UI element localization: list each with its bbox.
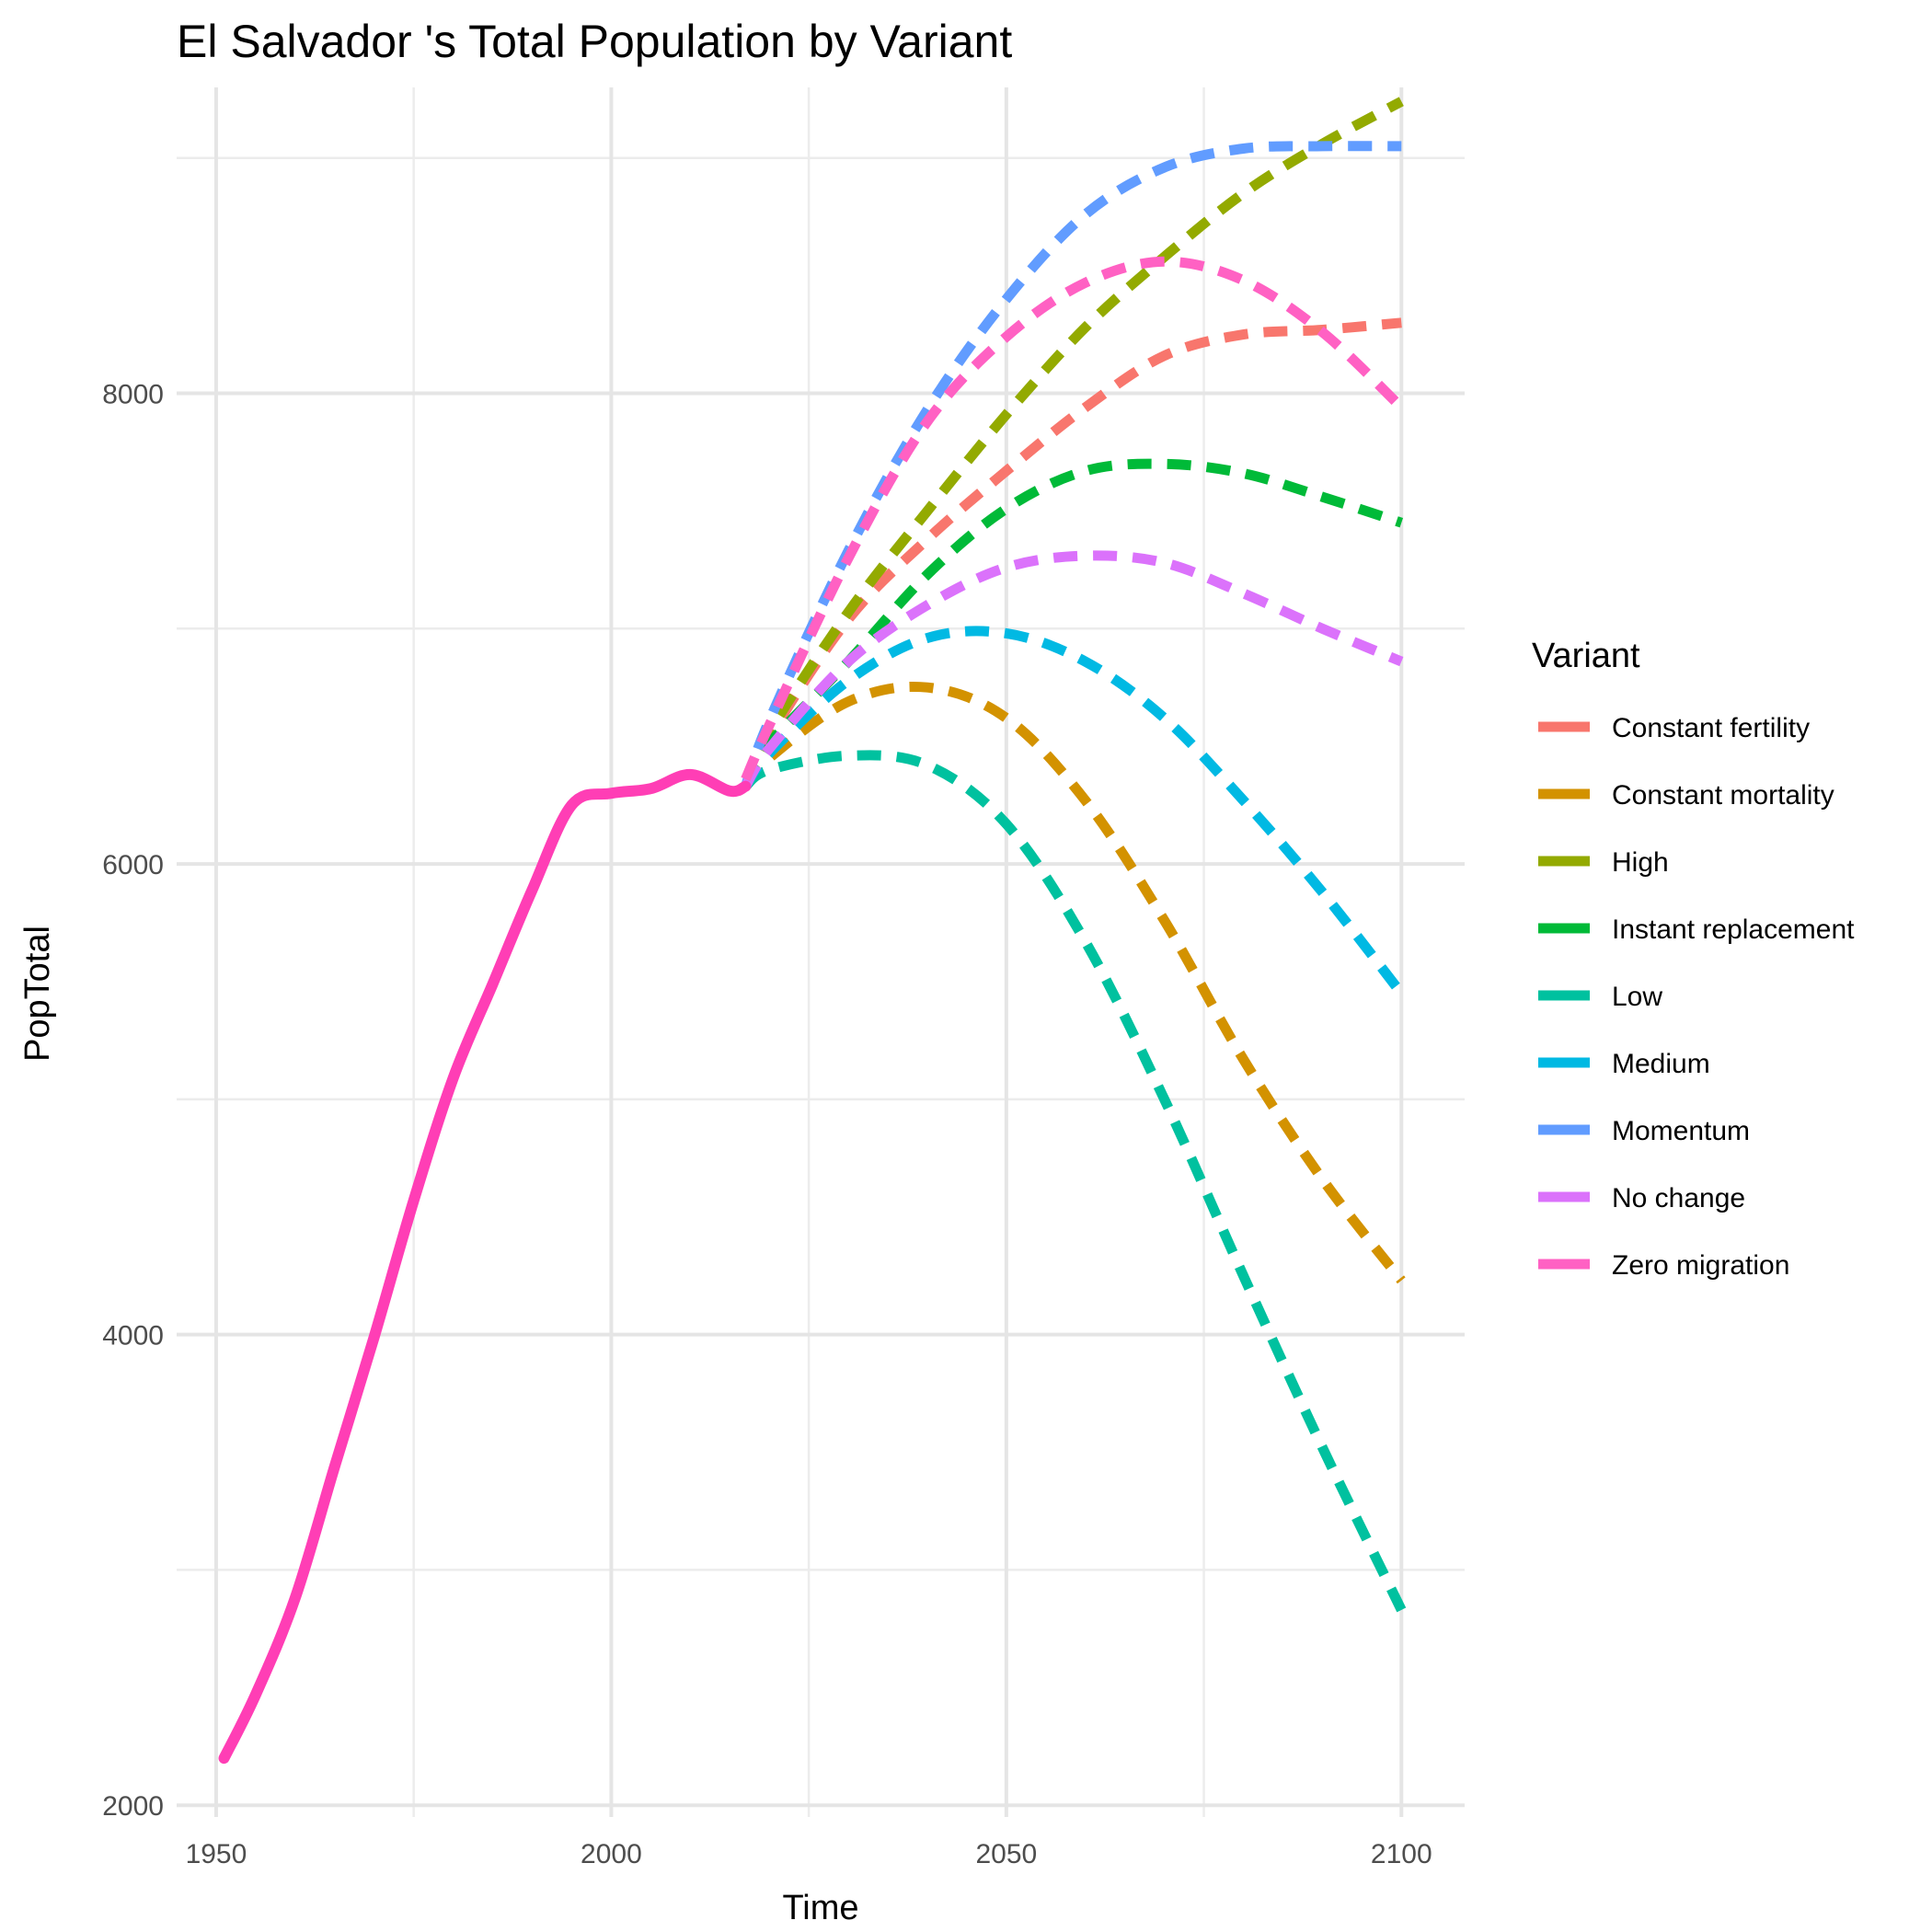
y-tick-label-6000: 6000 bbox=[102, 850, 164, 880]
legend-title: Variant bbox=[1532, 637, 1640, 675]
grid-layer bbox=[177, 87, 1465, 1817]
y-tick-label-4000: 4000 bbox=[102, 1321, 164, 1351]
axis-layer: 1950 2000 2050 2100 2000 4000 6000 8000 bbox=[102, 380, 1432, 1869]
y-axis-title: PopTotal bbox=[18, 926, 57, 1062]
y-tick-label-8000: 8000 bbox=[102, 380, 164, 410]
chart-title: El Salvador 's Total Population by Varia… bbox=[177, 16, 1012, 67]
legend-label-zero-migration: Zero migration bbox=[1612, 1250, 1789, 1281]
series-line-high bbox=[741, 97, 1404, 788]
series-layer bbox=[218, 97, 1407, 1765]
y-tick-label-2000: 2000 bbox=[102, 1791, 164, 1822]
legend-label-constant-fertility: Constant fertility bbox=[1612, 713, 1810, 743]
legend-label-medium: Medium bbox=[1612, 1049, 1710, 1079]
x-axis-title: Time bbox=[782, 1889, 858, 1927]
legend: Variant Constant fertility Constant morta… bbox=[1532, 637, 1855, 1281]
x-tick-label-1950: 1950 bbox=[186, 1839, 247, 1869]
legend-label-constant-mortality: Constant mortality bbox=[1612, 780, 1834, 811]
x-tick-label-2050: 2050 bbox=[975, 1839, 1037, 1869]
legend-items: Constant fertility Constant mortality High… bbox=[1538, 713, 1855, 1281]
legend-label-low: Low bbox=[1612, 982, 1662, 1012]
series-line-zero-migration bbox=[741, 256, 1406, 782]
series-line-constant-mortality bbox=[741, 681, 1406, 1284]
legend-label-no-change: No change bbox=[1612, 1183, 1745, 1213]
legend-label-instant-replacement: Instant replacement bbox=[1612, 914, 1855, 945]
series-line-no-change bbox=[741, 550, 1404, 789]
legend-label-momentum: Momentum bbox=[1612, 1116, 1750, 1146]
series-line-momentum bbox=[741, 141, 1402, 788]
series-line-instant-replacement bbox=[741, 458, 1404, 789]
legend-label-high: High bbox=[1612, 847, 1669, 878]
x-tick-label-2100: 2100 bbox=[1371, 1839, 1432, 1869]
series-line-low bbox=[742, 750, 1407, 1613]
x-tick-label-2000: 2000 bbox=[581, 1839, 642, 1869]
historical-line bbox=[218, 768, 752, 1765]
series-line-medium bbox=[741, 626, 1406, 997]
